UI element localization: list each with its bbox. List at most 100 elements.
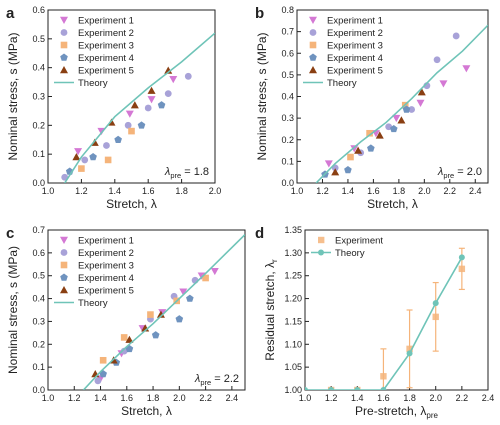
legend-item: Experiment 1 (309, 16, 383, 27)
legend-item: Experiment 5 (309, 66, 383, 77)
panel-label-d: d (255, 225, 264, 242)
y-tick-label: 1.10 (284, 339, 302, 349)
x-tick-label: 1.8 (403, 393, 416, 403)
legend-item: Experiment 4 (60, 53, 134, 64)
data-point (439, 80, 448, 88)
legend-marker (60, 249, 68, 256)
theory-point (458, 254, 465, 261)
data-point (147, 96, 156, 104)
data-point (147, 311, 154, 318)
legend-marker (60, 53, 68, 61)
x-axis-label: Stretch, λ (367, 197, 418, 211)
x-tick-label: 2.2 (456, 393, 469, 403)
y-tick-label: 0.1 (281, 156, 294, 166)
x-axis-label: Pre-stretch, λpre (355, 404, 438, 420)
data-point (125, 335, 134, 343)
legend-label: Experiment 5 (327, 66, 383, 77)
annotation-subscript: pre (200, 378, 211, 387)
data-point (389, 124, 398, 133)
plot-frame (304, 229, 489, 391)
annotation-lambda: λ (437, 166, 443, 178)
annotation-value: = 2.2 (211, 373, 239, 385)
theory-point (432, 300, 439, 307)
panel-label-b: b (255, 5, 264, 22)
annotation-lambda: λ (194, 373, 200, 385)
legend-marker (318, 236, 325, 244)
legend-marker (60, 273, 68, 281)
data-point (397, 116, 406, 124)
series-theory (82, 234, 245, 390)
data-point (367, 144, 375, 152)
legend-item: Experiment 3 (60, 41, 134, 52)
x-tick-label: 1.6 (142, 186, 155, 196)
data-point (186, 294, 194, 302)
series-experiment-5 (91, 310, 165, 378)
theory-line (82, 234, 245, 390)
data-point (114, 135, 122, 143)
series-theory (315, 24, 488, 183)
legend-label: Experiment 2 (327, 28, 383, 39)
legend-label: Experiment 4 (327, 53, 383, 64)
y-tick-label: 0.6 (281, 48, 294, 58)
pre-stretch-annotation: λpre = 1.8 (164, 166, 209, 180)
y-tick-label: 0.5 (32, 271, 45, 281)
legend-item: Experiment 1 (60, 16, 134, 27)
legend-item: Experiment 5 (60, 66, 134, 77)
legend-marker (309, 41, 317, 49)
legend-item: Theory (54, 78, 108, 89)
legend-label: Experiment 4 (78, 53, 134, 64)
data-point (179, 288, 188, 296)
legend-marker (60, 236, 68, 244)
legend-marker (309, 29, 317, 36)
data-point (331, 168, 340, 176)
pre-stretch-annotation: λpre = 2.0 (437, 166, 482, 180)
legend-item: Experiment 5 (60, 286, 134, 297)
data-point (416, 99, 425, 107)
data-point (169, 76, 178, 84)
data-layer (82, 234, 245, 390)
legend-marker (309, 16, 317, 24)
y-axis-label: Nominal stress, s (MPa) (255, 32, 269, 160)
panel-d: 1.0 1.2 1.4 1.6 1.8 2.0 2.2 2.4 1.00 1.05 1.10 1.15… (263, 225, 494, 420)
data-point (72, 153, 81, 161)
data-point (120, 334, 128, 341)
legend-label: Experiment 1 (78, 16, 134, 27)
data-point (347, 153, 354, 161)
panel-a: 1.0 1.2 1.4 1.6 1.8 2.0 0.0 0.1 0.2 0.3 0.4 0.5 0.6 S… (6, 5, 221, 211)
x-tick-label: 2.2 (199, 393, 212, 403)
legend-label: Experiment 5 (78, 286, 134, 297)
x-tick-label: 1.0 (291, 186, 304, 196)
panel-b: 1.0 1.2 1.4 1.6 1.8 2.0 2.2 2.4 0.0 0.1 0.2 0.3 0.4 0… (255, 5, 489, 211)
x-tick-label: 2.0 (429, 393, 442, 403)
data-point (375, 131, 384, 139)
legend-item: Theory (311, 248, 365, 259)
series-theory (305, 254, 465, 390)
legend-item: Experiment 4 (60, 273, 134, 284)
data-point (366, 129, 373, 137)
x-tick-label: 2.0 (173, 393, 186, 403)
x-tick-label: 1.4 (109, 186, 122, 196)
legend-label: Experiment 4 (78, 273, 134, 284)
legend-marker (309, 53, 317, 61)
x-tick-label: 1.6 (367, 186, 380, 196)
legend-label: Experiment 1 (327, 16, 383, 27)
y-tick-label: 0.2 (281, 135, 294, 145)
series-experiment-4 (65, 101, 166, 175)
legend-marker (60, 29, 68, 36)
y-tick-label: 0.1 (32, 149, 45, 159)
legend-label: Experiment 5 (78, 66, 134, 77)
panel-label-a: a (6, 5, 15, 22)
y-axis-label: Nominal stress, s (MPa) (6, 246, 20, 374)
legend-marker (60, 261, 68, 269)
y-tick-label: 1.25 (284, 271, 302, 281)
y-tick-label: 0.5 (32, 34, 45, 44)
legend-label: Experiment 1 (78, 236, 134, 247)
theory-point (328, 387, 335, 390)
legend-item: Experiment 4 (309, 53, 383, 64)
legend-item: Experiment 2 (309, 28, 383, 39)
x-tick-label: 2.0 (418, 186, 431, 196)
x-tick-label: 1.8 (393, 186, 406, 196)
x-tick-label: 1.2 (68, 393, 81, 403)
data-point (125, 110, 134, 118)
y-tick-label: 0.0 (32, 385, 45, 395)
